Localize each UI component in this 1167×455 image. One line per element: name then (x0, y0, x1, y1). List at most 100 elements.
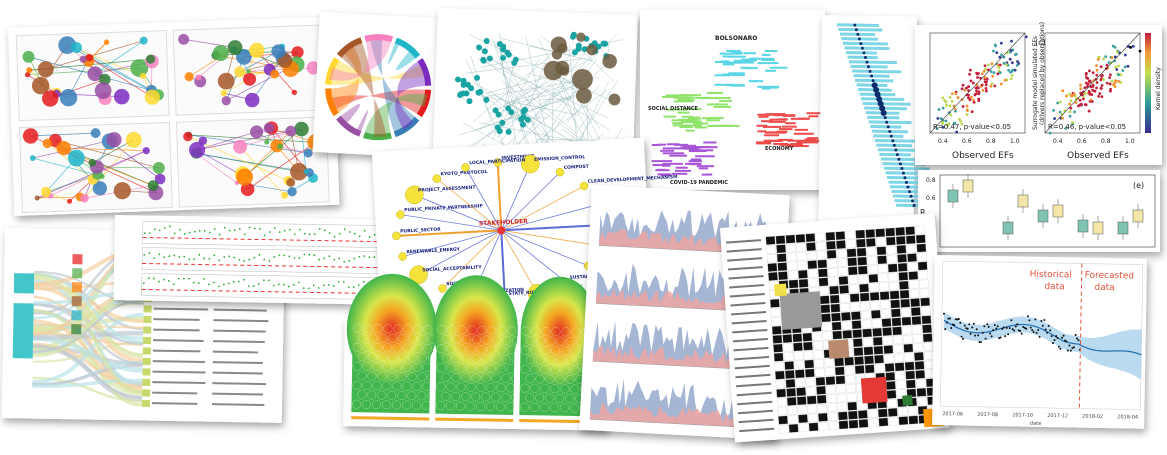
hex (565, 355, 575, 365)
word (756, 124, 768, 127)
ribbon (363, 93, 428, 136)
point (984, 89, 988, 93)
cell (895, 235, 906, 245)
bar (838, 27, 883, 32)
cell (777, 262, 788, 272)
band (943, 312, 1142, 380)
word (672, 172, 688, 175)
hex (545, 374, 555, 384)
row-label (734, 355, 770, 361)
edge (55, 139, 159, 169)
point (1121, 69, 1125, 72)
point (1016, 60, 1019, 63)
text-line (213, 329, 266, 333)
node (586, 44, 598, 56)
hex (423, 324, 433, 334)
cell (812, 332, 823, 341)
block (774, 283, 787, 297)
point (1104, 55, 1108, 59)
cell (900, 298, 911, 308)
label: PROJECT_ASSESSMENT (418, 185, 477, 194)
point (963, 88, 967, 92)
hex (367, 390, 377, 400)
point (1066, 349, 1069, 352)
point (1014, 325, 1017, 328)
edge (239, 51, 279, 73)
cell (824, 358, 835, 368)
point (974, 86, 978, 90)
edge (418, 230, 502, 276)
cell (827, 403, 838, 413)
arc (336, 37, 363, 58)
point (1017, 62, 1021, 65)
cell (912, 334, 923, 343)
box (1037, 209, 1049, 223)
row-label (729, 284, 765, 289)
word (657, 168, 666, 171)
hex (393, 324, 403, 334)
point (328, 255, 331, 258)
point (307, 287, 310, 290)
word (666, 108, 687, 111)
cell (866, 247, 877, 256)
cell (807, 269, 818, 279)
block (779, 291, 823, 330)
point (153, 257, 156, 260)
point (322, 284, 325, 287)
hex (476, 363, 486, 373)
word (779, 128, 793, 131)
hex (351, 399, 361, 409)
word (674, 169, 691, 172)
cell (831, 312, 841, 322)
point (1083, 103, 1087, 106)
point (1057, 345, 1060, 348)
cell (831, 321, 842, 331)
point (1058, 100, 1062, 104)
edge (559, 77, 578, 129)
point (1100, 74, 1104, 77)
cell (794, 360, 805, 370)
cell (851, 320, 862, 330)
cell (805, 377, 816, 387)
cell (796, 242, 806, 252)
cell (897, 253, 907, 263)
edge (37, 196, 81, 199)
word (688, 149, 701, 152)
hex (486, 345, 496, 355)
cell (776, 253, 787, 263)
cell (849, 293, 860, 303)
point (972, 322, 975, 325)
dot (889, 134, 893, 138)
cell (839, 294, 850, 303)
cell (852, 338, 863, 348)
row-label (729, 293, 765, 298)
point (1068, 110, 1072, 114)
node (575, 42, 582, 49)
cell (857, 401, 868, 410)
node (31, 76, 50, 95)
label: COVID-19 PANDEMIC (670, 180, 728, 186)
point (1040, 320, 1043, 323)
bar (883, 166, 930, 171)
dot (877, 100, 884, 107)
hex (471, 373, 481, 383)
cell (904, 352, 914, 362)
point (318, 228, 321, 230)
node (492, 107, 499, 114)
point (976, 76, 979, 79)
cell (877, 264, 888, 274)
cell (886, 245, 897, 255)
row-label (736, 382, 772, 388)
point (1064, 126, 1068, 130)
point (1051, 341, 1054, 344)
point (1024, 35, 1028, 39)
row-label (725, 239, 762, 244)
point (148, 232, 151, 235)
hex (436, 344, 446, 354)
point (1044, 328, 1047, 331)
dot (863, 55, 867, 59)
hex (422, 362, 432, 372)
hex (362, 380, 372, 390)
hex (398, 334, 408, 344)
hex (501, 373, 511, 383)
